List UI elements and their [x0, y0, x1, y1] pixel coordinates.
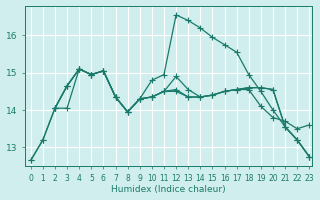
X-axis label: Humidex (Indice chaleur): Humidex (Indice chaleur): [111, 185, 226, 194]
